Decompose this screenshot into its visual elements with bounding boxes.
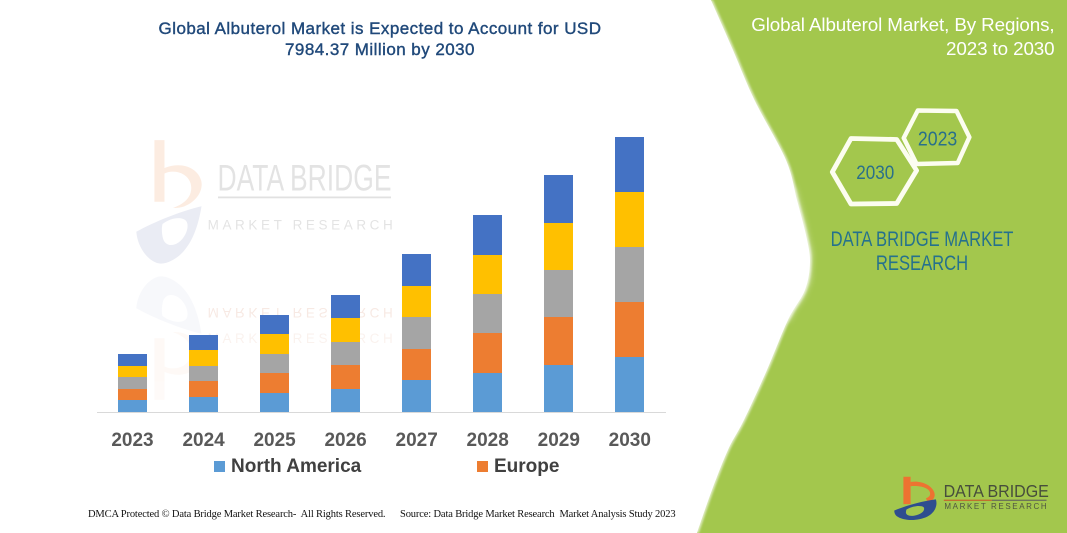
svg-text:DATA BRIDGE: DATA BRIDGE [944, 481, 1049, 501]
svg-text:DATA BRIDGE: DATA BRIDGE [218, 157, 392, 199]
svg-text:MARKET RESEARCH: MARKET RESEARCH [208, 305, 397, 320]
svg-text:MARKET RESEARCH: MARKET RESEARCH [208, 218, 397, 233]
svg-text:2030: 2030 [856, 161, 894, 183]
svg-text:MARKET RESEARCH: MARKET RESEARCH [944, 502, 1048, 511]
svg-text:2023: 2023 [918, 129, 957, 151]
svg-text:MARKET RESEARCH: MARKET RESEARCH [208, 331, 397, 346]
